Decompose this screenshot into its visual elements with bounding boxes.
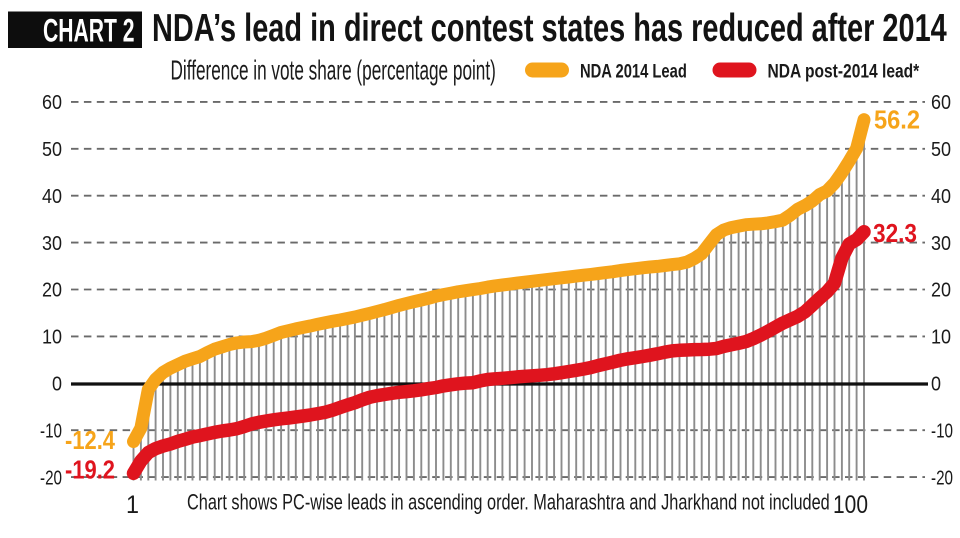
- svg-text:40: 40: [42, 186, 62, 208]
- svg-text:20: 20: [42, 280, 62, 302]
- svg-text:1: 1: [126, 491, 139, 519]
- svg-text:Chart shows PC-wise leads in a: Chart shows PC-wise leads in ascending o…: [187, 490, 830, 515]
- svg-text:56.2: 56.2: [874, 107, 920, 135]
- svg-text:CHART 2: CHART 2: [43, 12, 135, 49]
- svg-text:30: 30: [931, 233, 951, 255]
- svg-text:NDA post-2014 lead*: NDA post-2014 lead*: [768, 60, 920, 82]
- svg-text:-20: -20: [40, 466, 62, 489]
- svg-text:60: 60: [931, 92, 951, 114]
- svg-text:Difference in vote share (perc: Difference in vote share (percentage poi…: [171, 54, 496, 85]
- svg-text:32.3: 32.3: [873, 220, 917, 249]
- svg-text:NDA 2014 Lead: NDA 2014 Lead: [580, 61, 687, 82]
- svg-text:10: 10: [931, 327, 951, 349]
- svg-text:100: 100: [833, 490, 868, 518]
- svg-text:50: 50: [42, 139, 62, 161]
- svg-text:NDA’s lead in direct contest s: NDA’s lead in direct contest states has …: [152, 7, 947, 50]
- svg-text:-12.4: -12.4: [65, 426, 116, 455]
- svg-text:10: 10: [42, 327, 62, 349]
- svg-text:-19.2: -19.2: [65, 456, 115, 485]
- svg-text:20: 20: [931, 280, 951, 302]
- svg-text:0: 0: [931, 374, 941, 396]
- svg-text:50: 50: [931, 139, 951, 161]
- svg-text:40: 40: [931, 186, 951, 208]
- svg-text:-10: -10: [931, 419, 953, 442]
- svg-text:-20: -20: [931, 466, 953, 489]
- svg-text:60: 60: [42, 92, 62, 114]
- svg-text:-10: -10: [40, 419, 62, 442]
- svg-text:30: 30: [42, 233, 62, 255]
- svg-text:0: 0: [52, 374, 62, 396]
